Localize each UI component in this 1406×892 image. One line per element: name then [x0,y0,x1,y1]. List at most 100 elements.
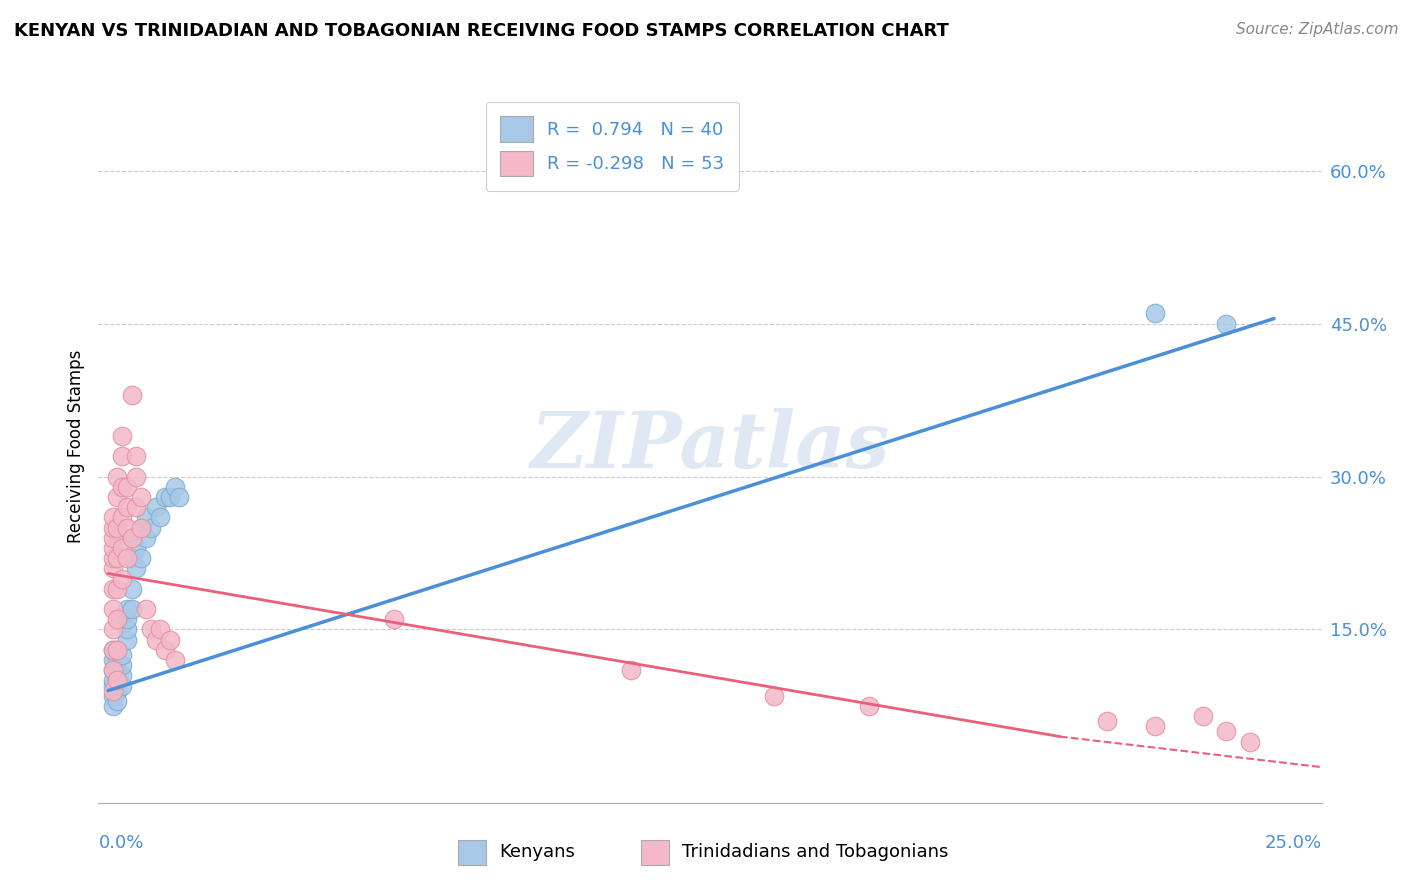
Point [121,531,143,545]
Point [125,500,148,515]
Point [101,663,124,677]
Point [763,689,786,703]
Point [107,469,129,483]
Point [107,663,129,677]
Point [107,643,129,657]
Point [129,551,152,566]
Point [101,698,124,713]
Point [382,612,405,626]
Point [107,612,129,626]
Point [115,623,138,637]
Point [111,449,134,463]
Point [1215,724,1237,739]
Point [121,602,143,616]
Point [107,551,129,566]
Text: KENYAN VS TRINIDADIAN AND TOBAGONIAN RECEIVING FOOD STAMPS CORRELATION CHART: KENYAN VS TRINIDADIAN AND TOBAGONIAN REC… [14,22,949,40]
Point [1215,317,1237,331]
Point [858,698,880,713]
Point [107,653,129,667]
Point [1239,734,1261,748]
Point [115,551,138,566]
Point [111,480,134,494]
Point [107,673,129,688]
Point [153,643,176,657]
Point [121,388,143,402]
Point [101,520,124,534]
Point [125,449,148,463]
Y-axis label: Receiving Food Stamps: Receiving Food Stamps [66,350,84,542]
Point [125,469,148,483]
Point [107,520,129,534]
Text: ZIPatlas: ZIPatlas [530,408,890,484]
Point [115,480,138,494]
Point [139,623,162,637]
Point [107,643,129,657]
Point [101,582,124,596]
Point [169,490,191,504]
Point [101,531,124,545]
Text: Trinidadians and Tobagonians: Trinidadians and Tobagonians [682,843,948,861]
Point [121,582,143,596]
Point [107,490,129,504]
Point [101,643,124,657]
Point [111,541,134,555]
Point [111,510,134,524]
Point [101,683,124,698]
Point [111,658,134,673]
Point [111,648,134,662]
Text: Source: ZipAtlas.com: Source: ZipAtlas.com [1236,22,1399,37]
Point [1097,714,1119,729]
Point [101,551,124,566]
Point [107,683,129,698]
Point [129,520,152,534]
Point [101,679,124,693]
Point [111,572,134,586]
Point [1144,719,1167,733]
Point [121,531,143,545]
Point [101,541,124,555]
Point [107,694,129,708]
Point [101,510,124,524]
Point [1191,709,1213,723]
Point [159,632,181,647]
Point [135,531,157,545]
Point [107,582,129,596]
Point [101,673,124,688]
Point [115,612,138,626]
Point [125,541,148,555]
Point [1144,306,1167,320]
Point [145,500,167,515]
Point [159,490,181,504]
Point [149,623,172,637]
Point [115,520,138,534]
Point [101,623,124,637]
Point [149,510,172,524]
Point [101,643,124,657]
Point [125,561,148,575]
Point [135,510,157,524]
Point [101,653,124,667]
Point [115,602,138,616]
Point [101,602,124,616]
Text: 0.0%: 0.0% [98,834,143,852]
Point [163,480,186,494]
Point [121,551,143,566]
Point [129,490,152,504]
Point [115,500,138,515]
Point [111,668,134,682]
Point [145,632,167,647]
Point [101,689,124,703]
Legend: R =  0.794   N = 40, R = -0.298   N = 53: R = 0.794 N = 40, R = -0.298 N = 53 [485,102,738,191]
Point [101,561,124,575]
Point [111,429,134,443]
Point [101,663,124,677]
Point [153,490,176,504]
Point [163,653,186,667]
Text: Kenyans: Kenyans [499,843,575,861]
Point [620,663,643,677]
Point [115,632,138,647]
Point [111,679,134,693]
Point [139,520,162,534]
Point [135,602,157,616]
Point [129,520,152,534]
